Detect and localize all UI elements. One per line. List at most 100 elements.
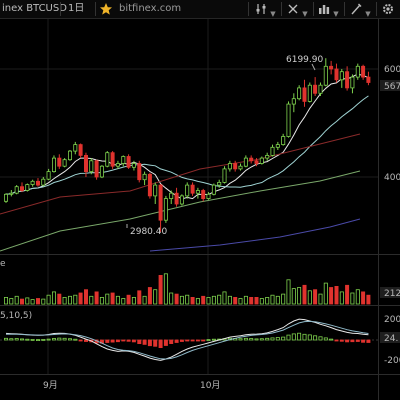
candle-body xyxy=(73,144,78,152)
macd-histogram-bar xyxy=(110,339,115,343)
volume-bar xyxy=(84,289,89,305)
candle xyxy=(195,187,200,199)
volume-bar xyxy=(131,296,136,305)
macd-histogram-bar xyxy=(142,339,147,345)
macd-histogram-bar xyxy=(238,338,243,341)
macd-histogram-bar xyxy=(302,333,307,341)
candle xyxy=(36,178,41,187)
candle-body xyxy=(99,165,104,178)
candle-body xyxy=(249,157,254,162)
candle-body xyxy=(94,160,99,178)
candle-body xyxy=(25,184,30,191)
settings-button[interactable] xyxy=(381,0,395,18)
volume-bar xyxy=(345,284,350,305)
macd-histogram-bar xyxy=(105,339,110,343)
macd-histogram-bar xyxy=(281,336,286,341)
macd-histogram-bar xyxy=(169,339,174,344)
candle-body xyxy=(227,163,232,170)
candle xyxy=(265,152,270,161)
candle xyxy=(84,152,89,177)
candle xyxy=(217,179,222,188)
macd-histogram-bar xyxy=(46,338,51,341)
candle xyxy=(291,93,296,113)
macd-histogram-bar xyxy=(275,337,280,341)
price-chart[interactable]: 6199.90 2980.40 600 567 4000 e 212 5,10,… xyxy=(0,19,400,400)
candle-body xyxy=(62,159,67,167)
symbol-selector[interactable]: inex BTCUSD xyxy=(2,0,67,18)
candle-body xyxy=(238,165,243,170)
candle xyxy=(275,141,280,150)
candle-body xyxy=(158,184,163,221)
candle-body xyxy=(46,171,51,180)
candle-body xyxy=(286,103,291,137)
volume-bar xyxy=(147,287,152,305)
candle-body xyxy=(217,181,222,186)
candle xyxy=(227,160,232,172)
macd-histogram-bar xyxy=(291,333,296,341)
volume-bar xyxy=(291,288,296,305)
macd-histogram-bar xyxy=(4,337,9,341)
compare-button[interactable]: ▼ xyxy=(287,0,308,18)
volume-bar xyxy=(121,298,126,305)
candle xyxy=(41,177,46,187)
current-price-label: 567 xyxy=(384,82,400,92)
favorite-button[interactable] xyxy=(99,0,113,17)
candle-body xyxy=(195,190,200,194)
volume-bar xyxy=(302,284,307,305)
candle xyxy=(110,151,115,169)
candle xyxy=(105,151,110,168)
macd-histogram-bar xyxy=(350,339,355,343)
candle xyxy=(302,79,307,107)
candle-body xyxy=(121,156,126,164)
candle xyxy=(57,154,62,169)
macd-histogram-bar xyxy=(265,337,270,341)
time-axis-label: 10月 xyxy=(200,380,220,391)
volume-bar xyxy=(174,293,179,305)
chevron-down-icon: ▼ xyxy=(365,10,371,18)
chart-type-button[interactable]: ▼ xyxy=(318,0,339,18)
candle-body xyxy=(323,65,328,86)
drawing-tools-button[interactable]: ▼ xyxy=(350,0,371,18)
macd-histogram-bar xyxy=(243,337,248,341)
volume-bar xyxy=(270,294,275,305)
volume-bar xyxy=(19,298,24,305)
candle xyxy=(329,60,334,75)
candle xyxy=(350,74,355,94)
candle-body xyxy=(206,193,211,200)
macd-label: 5,10,5) xyxy=(0,311,32,321)
volume-bar xyxy=(190,296,195,305)
macd-histogram-bar xyxy=(249,338,254,341)
toolbar-divider xyxy=(60,2,61,16)
macd-histogram-bar xyxy=(52,338,57,341)
volume-bar xyxy=(329,287,334,305)
macd-histogram-bar xyxy=(84,339,89,342)
volume-bar xyxy=(62,296,67,305)
volume-bar xyxy=(233,296,238,305)
chart-type-icon xyxy=(319,5,330,14)
candle-body xyxy=(318,84,323,94)
volume-label: e xyxy=(0,259,6,269)
interval-selector[interactable]: 1日 xyxy=(68,0,84,18)
candle-body xyxy=(366,76,371,83)
candle xyxy=(201,188,206,202)
candle-body xyxy=(222,168,227,183)
indicators-button[interactable]: ▼ xyxy=(255,0,276,18)
candle-body xyxy=(259,157,264,164)
candle xyxy=(153,182,158,204)
candle-body xyxy=(265,154,270,159)
candle-body xyxy=(254,160,259,164)
candle xyxy=(14,185,19,195)
candle-body xyxy=(179,195,184,205)
star-icon xyxy=(100,3,112,15)
volume-bar xyxy=(259,298,264,305)
volume-bar xyxy=(57,293,62,305)
candle-body xyxy=(36,180,41,186)
candle xyxy=(259,156,264,165)
macd-histogram-bar xyxy=(254,338,259,341)
volume-bar xyxy=(169,292,174,305)
macd-histogram-bar xyxy=(41,338,46,341)
volume-bar xyxy=(115,295,120,305)
candle xyxy=(307,82,312,103)
candle xyxy=(147,172,152,199)
volume-bar xyxy=(73,294,78,305)
